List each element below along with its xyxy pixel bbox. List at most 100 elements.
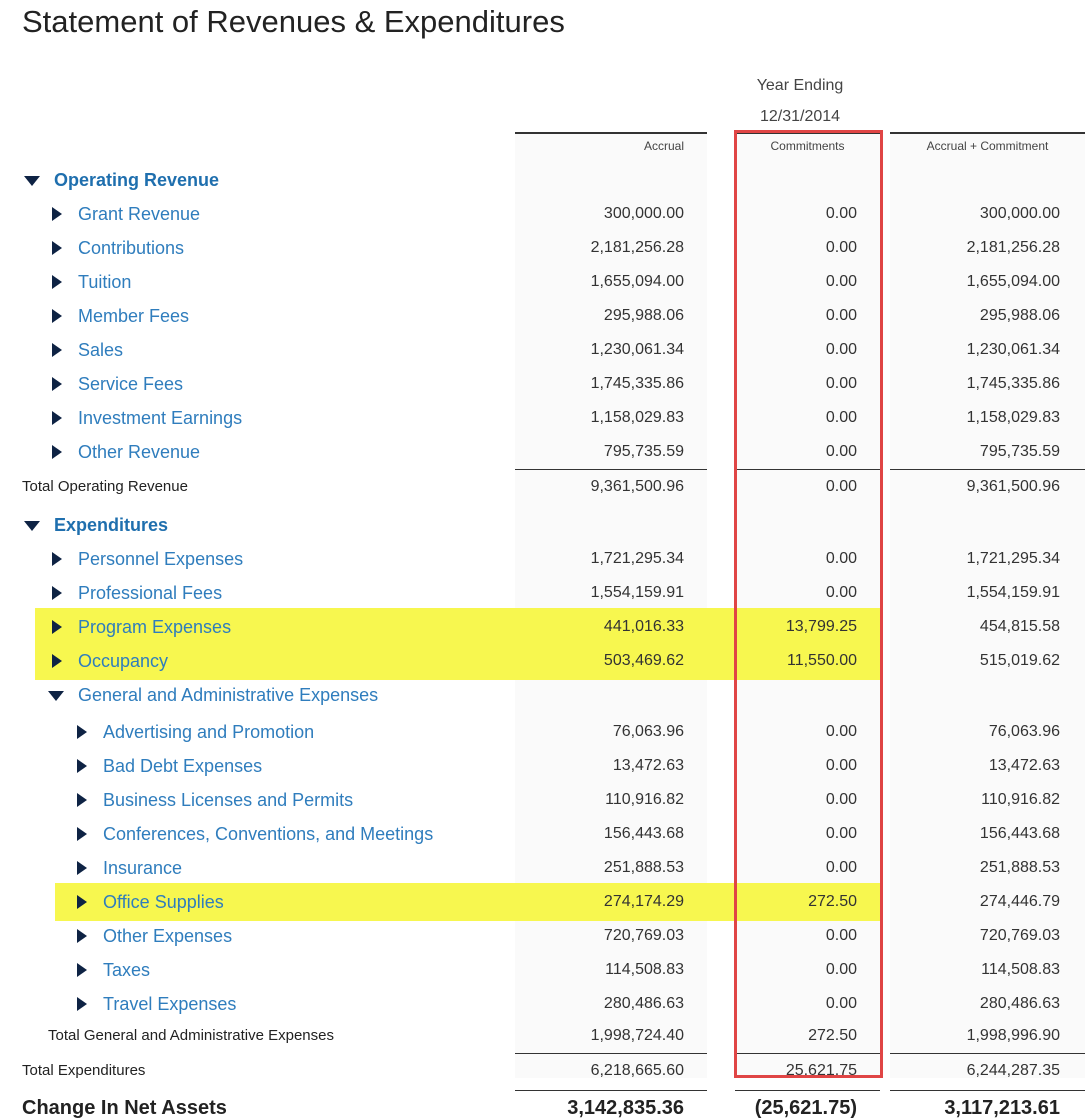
account-link[interactable]: Bad Debt Expenses [103,756,263,776]
account-link[interactable]: Other Revenue [78,442,201,462]
amount: 110,916.82 [981,791,1060,808]
account-link[interactable]: Personnel Expenses [78,549,244,569]
amount: 280,486.63 [603,995,684,1012]
amount: 251,888.53 [979,859,1060,876]
account-link[interactable]: Office Supplies [103,892,224,912]
account-link[interactable]: Conferences, Conventions, and Meetings [103,824,434,844]
amount: 0.00 [825,584,857,601]
expand-icon[interactable] [52,411,62,425]
period-label: Year Ending [756,77,844,94]
amount: 2,181,256.28 [966,239,1060,256]
expand-icon[interactable] [52,586,62,600]
expand-icon[interactable] [52,377,62,391]
account-link[interactable]: Program Expenses [78,617,232,637]
expand-icon[interactable] [52,207,62,221]
account-link[interactable]: Sales [78,340,124,360]
expand-icon[interactable] [77,793,87,807]
expand-icon[interactable] [24,521,40,531]
account-link[interactable]: Investment Earnings [78,408,243,428]
amount: 1,655,094.00 [966,273,1060,290]
expand-icon[interactable] [52,241,62,255]
account-link[interactable]: Taxes [103,960,151,980]
amount: 156,443.68 [979,825,1060,842]
total-rule [890,1090,1085,1091]
account-link[interactable]: Expenditures [54,515,169,535]
account-link[interactable]: Member Fees [78,306,190,326]
expand-icon[interactable] [77,827,87,841]
total-rule [515,1053,707,1054]
expand-icon[interactable] [77,997,87,1011]
amount: 454,815.58 [979,618,1060,635]
amount: 0.00 [825,239,857,256]
amount: 0.00 [825,409,857,426]
amount: 156,443.68 [603,825,684,842]
account-link[interactable]: Insurance [103,858,183,878]
amount: 0.00 [825,307,857,324]
expand-icon[interactable] [52,552,62,566]
expand-icon[interactable] [48,691,64,701]
period-date: 12/31/2014 [759,108,841,125]
expand-icon[interactable] [77,861,87,875]
account-link[interactable]: Tuition [78,272,132,292]
amount: 114,508.83 [605,961,684,978]
total-rule [735,469,880,470]
amount: 1,721,295.34 [590,550,684,567]
account-link[interactable]: Operating Revenue [54,170,220,190]
amount: 295,988.06 [603,307,684,324]
amount: 6,218,665.60 [590,1062,684,1079]
account-link[interactable]: Service Fees [78,374,184,394]
column-header: Accrual + Commitment [926,139,1049,153]
amount: 6,244,287.35 [966,1062,1060,1079]
expand-icon[interactable] [24,176,40,186]
account-link[interactable]: Contributions [78,238,185,258]
amount: 1,998,724.40 [590,1027,684,1044]
expand-icon[interactable] [77,725,87,739]
amount: 0.00 [825,825,857,842]
amount: 76,063.96 [988,723,1060,740]
row-label: Total General and Administrative Expense… [48,1027,334,1044]
account-link[interactable]: Advertising and Promotion [103,722,315,742]
expand-icon[interactable] [52,343,62,357]
account-link[interactable]: Other Expenses [103,926,233,946]
expand-icon[interactable] [52,445,62,459]
amount: 9,361,500.96 [966,478,1060,495]
expand-icon[interactable] [52,654,62,668]
expand-icon[interactable] [52,620,62,634]
expand-icon[interactable] [52,275,62,289]
amount: 0.00 [825,791,857,808]
column-stripe [890,134,1085,1078]
amount: 0.00 [825,927,857,944]
expand-icon[interactable] [52,309,62,323]
amount: 300,000.00 [603,205,684,222]
account-link[interactable]: Grant Revenue [78,204,201,224]
header-rule [735,132,880,134]
account-link[interactable]: Occupancy [78,651,169,671]
amount: 300,000.00 [979,205,1060,222]
account-link[interactable]: Travel Expenses [103,994,237,1014]
amount: 0.00 [825,375,857,392]
account-link[interactable]: Business Licenses and Permits [103,790,354,810]
amount: 13,472.63 [612,757,684,774]
amount: 503,469.62 [603,652,684,669]
amount: 0.00 [825,443,857,460]
expand-icon[interactable] [77,895,87,909]
focus-box [734,130,883,1078]
amount: 1,655,094.00 [590,273,684,290]
amount: 0.00 [825,205,857,222]
expand-icon[interactable] [77,929,87,943]
amount: 795,735.59 [979,443,1060,460]
amount: 0.00 [825,341,857,358]
total-rule [890,469,1085,470]
amount: 272.50 [808,893,857,910]
amount: 274,174.29 [603,893,684,910]
amount: 272.50 [808,1027,857,1044]
row-label: Change In Net Assets [22,1097,227,1118]
highlight [35,642,880,680]
column-header: Commitments [770,139,845,153]
total-rule [735,1090,880,1091]
expand-icon[interactable] [77,963,87,977]
expand-icon[interactable] [77,759,87,773]
account-link[interactable]: Professional Fees [78,583,223,603]
account-link[interactable]: General and Administrative Expenses [78,685,379,705]
amount: 1,745,335.86 [966,375,1060,392]
